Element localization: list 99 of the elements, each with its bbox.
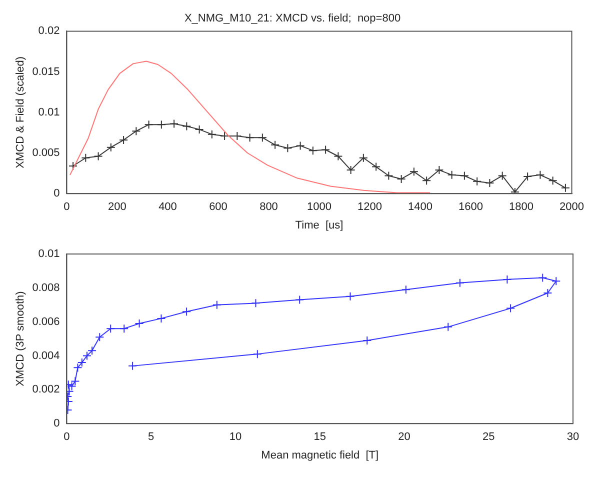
- x-tick-label: 600: [209, 201, 228, 214]
- point: [106, 324, 116, 334]
- point: [212, 300, 222, 310]
- point: [455, 278, 464, 288]
- point: [170, 119, 179, 128]
- point: [207, 130, 216, 139]
- point: [182, 122, 192, 131]
- point: [346, 292, 355, 301]
- x-tick-label: 1800: [509, 201, 534, 214]
- point: [182, 307, 192, 316]
- x-tick-label: 10: [229, 431, 242, 444]
- point: [485, 178, 494, 188]
- point: [134, 319, 144, 328]
- y-tick-label: 0: [54, 418, 60, 430]
- point: [396, 174, 406, 184]
- x-tick-label: 0: [64, 431, 70, 444]
- point: [156, 120, 166, 130]
- point: [372, 162, 381, 172]
- y-tick-label: 0.01: [38, 248, 60, 260]
- point: [70, 376, 80, 386]
- point: [422, 176, 432, 186]
- point: [552, 276, 561, 286]
- point: [106, 142, 116, 152]
- point: [251, 298, 260, 308]
- point: [560, 183, 570, 192]
- point: [506, 304, 516, 313]
- point: [502, 274, 512, 284]
- x-axis-title: Mean magnetic field [T]: [261, 449, 379, 462]
- point: [194, 124, 204, 134]
- point: [270, 140, 280, 150]
- point: [94, 152, 103, 161]
- x-tick-label: 2000: [560, 201, 584, 214]
- y-tick-label: 0.02: [38, 25, 60, 38]
- point: [252, 350, 262, 359]
- x-tick-label: 15: [314, 431, 326, 444]
- y-axis-title: XMCD & Field (scaled): [14, 56, 27, 168]
- point: [510, 187, 520, 194]
- point: [68, 161, 78, 170]
- point: [295, 295, 304, 304]
- point: [334, 152, 343, 161]
- x-tick-label: 1200: [358, 201, 382, 214]
- point: [95, 332, 104, 342]
- point: [346, 166, 356, 175]
- x-tick-label: 1400: [408, 201, 432, 214]
- point: [128, 361, 138, 370]
- point: [77, 358, 86, 368]
- point: [283, 144, 292, 153]
- x-tick-label: 200: [108, 201, 126, 214]
- point: [245, 133, 254, 142]
- x-tick-label: 20: [398, 431, 410, 444]
- point: [472, 176, 482, 186]
- point: [362, 336, 372, 345]
- x-axis-title: Time [us]: [295, 219, 344, 232]
- y-tick-label: 0: [54, 188, 60, 200]
- point: [82, 351, 92, 360]
- point: [321, 145, 330, 154]
- y-tick-label: 0.01: [38, 106, 60, 118]
- x-tick-label: 800: [260, 201, 278, 214]
- point: [73, 363, 82, 372]
- point: [538, 273, 548, 282]
- point: [81, 153, 90, 162]
- point: [258, 133, 267, 142]
- point: [67, 382, 76, 391]
- point: [144, 120, 154, 130]
- x-tick-label: 30: [566, 431, 580, 444]
- point: [358, 153, 368, 162]
- y-tick-label: 0.005: [32, 147, 60, 160]
- x-tick-label: 1000: [307, 201, 332, 214]
- y-axis-title: XMCD (3P smooth): [14, 291, 27, 386]
- point: [536, 170, 545, 180]
- y-tick-label: 0.008: [32, 282, 60, 294]
- x-tick-label: 1600: [458, 201, 483, 214]
- point: [120, 324, 129, 334]
- y-tick-label: 0.015: [32, 66, 60, 78]
- point: [409, 167, 418, 176]
- point: [296, 141, 305, 150]
- point: [434, 166, 444, 175]
- point: [308, 146, 318, 156]
- point: [401, 285, 410, 294]
- x-tick-label: 400: [158, 201, 177, 214]
- y-tick-label: 0.004: [32, 350, 60, 362]
- point: [444, 322, 453, 332]
- point: [523, 172, 532, 182]
- point: [384, 171, 394, 180]
- x-tick-label: 5: [148, 431, 154, 444]
- point: [156, 314, 166, 323]
- chart-title: X_NMG_M10_21: XMCD vs. field; nop=800: [184, 12, 401, 25]
- x-tick-label: 0: [64, 201, 70, 214]
- y-tick-label: 0.006: [32, 316, 60, 328]
- point: [498, 171, 507, 180]
- y-tick-label: 0.002: [32, 384, 60, 396]
- point: [132, 126, 141, 136]
- point: [447, 170, 456, 180]
- point: [548, 176, 558, 186]
- point: [543, 288, 552, 298]
- point: [88, 346, 97, 356]
- x-tick-label: 25: [482, 431, 495, 444]
- point: [119, 136, 128, 145]
- point: [460, 171, 469, 180]
